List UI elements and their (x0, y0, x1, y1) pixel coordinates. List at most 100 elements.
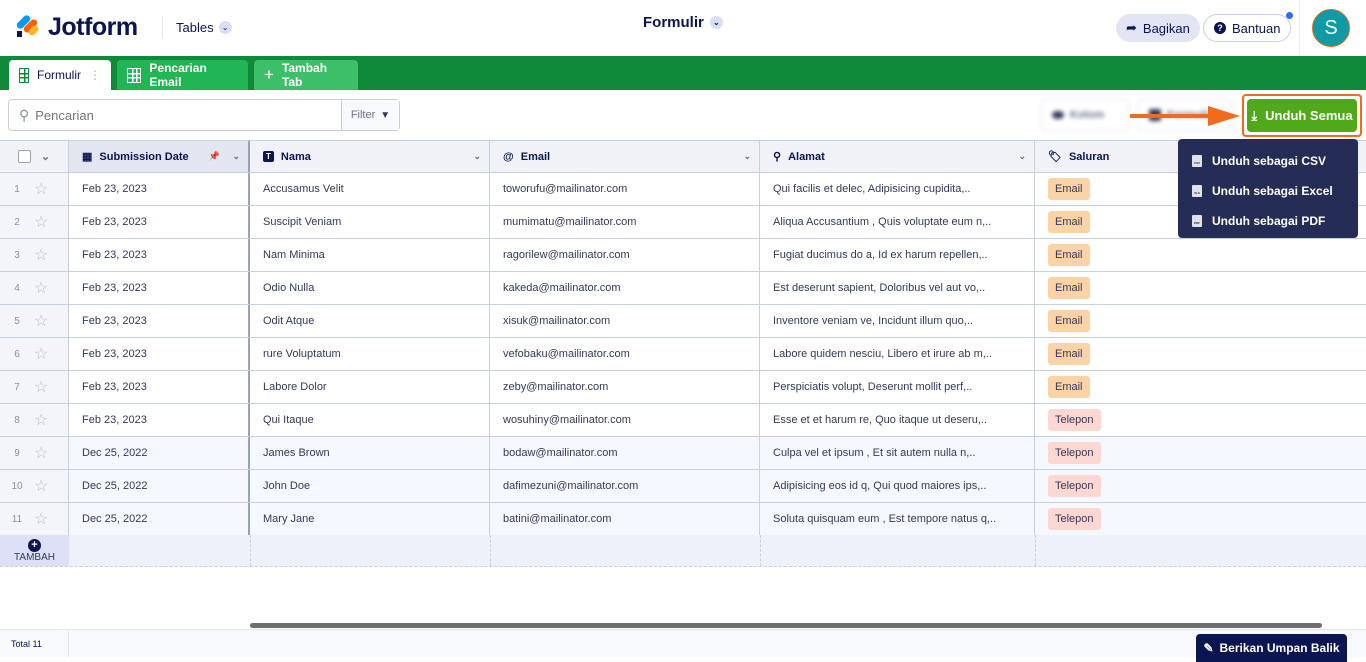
cell-date[interactable]: Dec 25, 2022 (69, 503, 250, 535)
column-header-name[interactable]: T Nama ⌄ (250, 141, 490, 172)
cell-channel[interactable]: Email (1035, 239, 1366, 271)
table-row[interactable]: 3 ☆ Feb 23, 2023 Nam Minima ragorilew@mai… (0, 239, 1366, 272)
star-icon[interactable]: ☆ (34, 346, 49, 363)
star-icon[interactable]: ☆ (34, 313, 49, 330)
column-header-channel[interactable]: 🏷 Saluran (1035, 141, 1366, 172)
column-header-email[interactable]: @ Email ⌄ (490, 141, 760, 172)
cell-address[interactable]: Adipisicing eos id q, Qui quod maiores i… (760, 470, 1035, 502)
chevron-down-icon[interactable]: ⌄ (40, 151, 51, 163)
star-icon[interactable]: ☆ (34, 478, 49, 495)
cell-date[interactable]: Feb 23, 2023 (69, 239, 250, 271)
select-all-checkbox[interactable] (17, 150, 31, 163)
star-icon[interactable]: ☆ (34, 181, 49, 198)
cell-channel[interactable]: Telepon (1035, 404, 1366, 436)
table-row[interactable]: 10 ☆ Dec 25, 2022 John Doe dafimezuni@mai… (0, 470, 1366, 503)
jotform-logo[interactable]: Jotform (15, 13, 138, 42)
cell-name[interactable]: Qui Itaque (250, 404, 490, 436)
cell-address[interactable]: Fugiat ducimus do a, Id ex harum repelle… (760, 239, 1035, 271)
cell-date[interactable]: Feb 23, 2023 (69, 305, 250, 337)
columns-button[interactable]: Kolom (1041, 99, 1129, 131)
cell-date[interactable]: Feb 23, 2023 (69, 173, 250, 205)
download-all-button[interactable]: ⤓ Unduh Semua (1247, 99, 1357, 132)
cell-date[interactable]: Dec 25, 2022 (69, 470, 250, 502)
cell-name[interactable]: Nam Minima (250, 239, 490, 271)
cell-channel[interactable]: Email (1035, 371, 1366, 403)
cell-channel[interactable]: Telepon (1035, 470, 1366, 502)
cell-email[interactable]: kakeda@mailinator.com (490, 272, 760, 304)
star-icon[interactable]: ☆ (34, 214, 49, 231)
help-button[interactable]: ? Bantuan (1203, 12, 1294, 42)
cell-address[interactable]: Qui facilis et delec, Adipisicing cupidi… (760, 173, 1035, 205)
table-row[interactable]: 4 ☆ Feb 23, 2023 Odio Nulla kakeda@mailin… (0, 272, 1366, 305)
cell-address[interactable]: Culpa vel et ipsum , Et sit autem nulla … (760, 437, 1035, 469)
tables-menu[interactable]: Tables ⌄ (176, 20, 232, 35)
cell-email[interactable]: vefobaku@mailinator.com (490, 338, 760, 370)
cell-channel[interactable]: Email (1035, 173, 1366, 205)
cell-name[interactable]: Labore Dolor (250, 371, 490, 403)
cell-address[interactable]: Esse et et harum re, Quo itaque ut deser… (760, 404, 1035, 436)
filter-button[interactable]: Filter ▼ (341, 100, 399, 130)
cell-name[interactable]: rure Voluptatum (250, 338, 490, 370)
cell-date[interactable]: Feb 23, 2023 (69, 371, 250, 403)
tab-formulir[interactable]: Formulir ⋮ (9, 60, 111, 90)
add-row-button[interactable]: + TAMBAH (0, 535, 69, 566)
cell-channel[interactable]: Telepon (1035, 503, 1366, 535)
cell-channel[interactable]: Telepon (1035, 437, 1366, 469)
cell-name[interactable]: Odio Nulla (250, 272, 490, 304)
cell-channel[interactable]: Email (1035, 206, 1366, 238)
cell-date[interactable]: Feb 23, 2023 (69, 206, 250, 238)
chevron-down-icon[interactable]: ⌄ (743, 151, 751, 161)
cell-name[interactable]: James Brown (250, 437, 490, 469)
cell-email[interactable]: zeby@mailinator.com (490, 371, 760, 403)
cell-email[interactable]: dafimezuni@mailinator.com (490, 470, 760, 502)
cell-channel[interactable]: Email (1035, 338, 1366, 370)
cell-email[interactable]: ragorilew@mailinator.com (490, 239, 760, 271)
cell-address[interactable]: Soluta quisquam eum , Est tempore natus … (760, 503, 1035, 535)
cell-email[interactable]: wosuhiny@mailinator.com (490, 404, 760, 436)
download-menu-item[interactable]: CSV Unduh sebagai CSV (1178, 146, 1358, 176)
cell-date[interactable]: Feb 23, 2023 (69, 338, 250, 370)
table-row[interactable]: 8 ☆ Feb 23, 2023 Qui Itaque wosuhiny@mail… (0, 404, 1366, 437)
avatar[interactable]: S (1312, 9, 1350, 47)
cell-email[interactable]: batini@mailinator.com (490, 503, 760, 535)
cell-address[interactable]: Inventore veniam ve, Incidunt illum quo,… (760, 305, 1035, 337)
table-row[interactable]: 2 ☆ Feb 23, 2023 Suscipit Veniam mumimatu… (0, 206, 1366, 239)
pin-icon[interactable]: 📌 (208, 151, 220, 161)
chevron-down-icon[interactable]: ⌄ (232, 151, 240, 161)
cell-name[interactable]: John Doe (250, 470, 490, 502)
star-icon[interactable]: ☆ (34, 379, 49, 396)
chevron-down-icon[interactable]: ⌄ (1018, 151, 1026, 161)
cell-email[interactable]: bodaw@mailinator.com (490, 437, 760, 469)
star-icon[interactable]: ☆ (34, 412, 49, 429)
star-icon[interactable]: ☆ (34, 280, 49, 297)
cell-date[interactable]: Dec 25, 2022 (69, 437, 250, 469)
cell-address[interactable]: Aliqua Accusantium , Quis voluptate eum … (760, 206, 1035, 238)
star-icon[interactable]: ☆ (34, 247, 49, 264)
cell-email[interactable]: toworufu@mailinator.com (490, 173, 760, 205)
cell-channel[interactable]: Email (1035, 272, 1366, 304)
share-button[interactable]: ➦ Bagikan (1116, 14, 1200, 42)
cell-email[interactable]: mumimatu@mailinator.com (490, 206, 760, 238)
table-row[interactable]: 9 ☆ Dec 25, 2022 James Brown bodaw@mailin… (0, 437, 1366, 470)
column-header-address[interactable]: ⚲ Alamat ⌄ (760, 141, 1035, 172)
cell-name[interactable]: Odit Atque (250, 305, 490, 337)
cell-name[interactable]: Suscipit Veniam (250, 206, 490, 238)
feedback-button[interactable]: ✎ Berikan Umpan Balik (1196, 634, 1347, 662)
table-row[interactable]: 6 ☆ Feb 23, 2023 rure Voluptatum vefobaku… (0, 338, 1366, 371)
cell-email[interactable]: xisuk@mailinator.com (490, 305, 760, 337)
cell-address[interactable]: Est deserunt sapient, Doloribus vel aut … (760, 272, 1035, 304)
add-tab-button[interactable]: + Tambah Tab (254, 60, 358, 90)
cell-address[interactable]: Perspiciatis volupt, Deserunt mollit per… (760, 371, 1035, 403)
horizontal-scrollbar[interactable] (250, 623, 1322, 628)
table-row[interactable]: 1 ☆ Feb 23, 2023 Accusamus Velit toworufu… (0, 173, 1366, 206)
cell-channel[interactable]: Email (1035, 305, 1366, 337)
table-row[interactable]: 7 ☆ Feb 23, 2023 Labore Dolor zeby@mailin… (0, 371, 1366, 404)
download-menu-item[interactable]: XLS Unduh sebagai Excel (1178, 176, 1358, 206)
cell-date[interactable]: Feb 23, 2023 (69, 404, 250, 436)
tab-pencarian-email[interactable]: Pencarian Email (117, 60, 248, 90)
column-header-date[interactable]: ▦ Submission Date 📌 ⌄ (69, 141, 250, 172)
download-menu-item[interactable]: PDF Unduh sebagai PDF (1178, 206, 1358, 236)
star-icon[interactable]: ☆ (34, 445, 49, 462)
table-row[interactable]: 5 ☆ Feb 23, 2023 Odit Atque xisuk@mailina… (0, 305, 1366, 338)
search-input[interactable] (29, 107, 341, 123)
